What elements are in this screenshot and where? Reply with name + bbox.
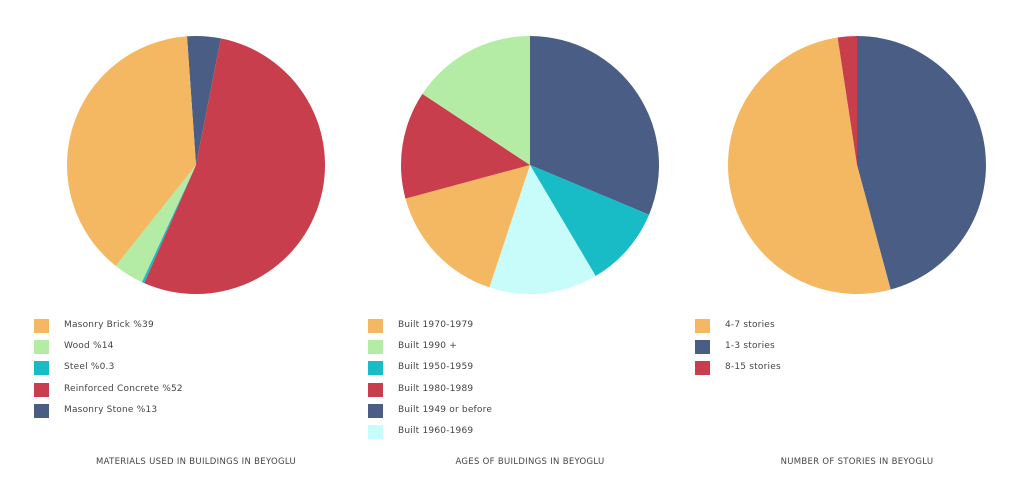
legend-ages: Built 1970-1979 Built 1990 + Built 1950-19… bbox=[368, 319, 668, 446]
legend-swatch bbox=[368, 403, 383, 418]
legend-swatch bbox=[34, 340, 49, 355]
legend-label: Built 1949 or before bbox=[398, 404, 493, 415]
chart-panel-ages: Built 1970-1979 Built 1990 + Built 1950-19… bbox=[368, 0, 680, 494]
legend-swatch bbox=[368, 382, 383, 397]
legend-swatch bbox=[368, 361, 383, 376]
legend-swatch bbox=[368, 319, 383, 333]
legend-swatch bbox=[34, 319, 49, 333]
legend-swatch bbox=[34, 403, 49, 418]
legend-label: Built 1970-1979 bbox=[398, 320, 474, 330]
pie-slice-materials-3 bbox=[115, 165, 196, 283]
legend-swatch bbox=[695, 361, 710, 376]
chart-title-materials: MATERIALS USED IN BUILDINGS IN BEYOGLU bbox=[95, 457, 296, 467]
legend-item: Built 1980-1989 bbox=[368, 382, 668, 404]
legend-label: 1-3 stories bbox=[725, 341, 775, 352]
legend-label: 8-15 stories bbox=[725, 362, 781, 373]
legend-item: Masonry Stone %13 bbox=[34, 403, 334, 425]
legend-item: Built 1970-1979 bbox=[368, 319, 668, 340]
pie-slice-stories-1 bbox=[728, 37, 891, 294]
legend-item: Built 1990 + bbox=[368, 340, 668, 361]
legend-item: 8-15 stories bbox=[695, 361, 995, 382]
legend-swatch bbox=[368, 424, 383, 439]
pie-chart-materials bbox=[66, 35, 326, 294]
legend-label: 4-7 stories bbox=[725, 320, 775, 330]
pie-slice-materials-2 bbox=[141, 165, 196, 284]
legend-label: Reinforced Concrete %52 bbox=[64, 383, 183, 394]
pie-slice-materials-4 bbox=[66, 36, 197, 266]
legend-item: 4-7 stories bbox=[695, 319, 995, 340]
pie-slice-materials-0 bbox=[187, 35, 221, 165]
legend-label: Masonry Stone %13 bbox=[64, 404, 158, 415]
legend-item: Reinforced Concrete %52 bbox=[34, 382, 334, 404]
pie-slice-stories-0 bbox=[857, 36, 986, 290]
legend-swatch bbox=[695, 340, 710, 355]
legend-label: Built 1960-1969 bbox=[398, 425, 474, 436]
legend-stories: 4-7 stories 1-3 stories 8-15 stories bbox=[695, 319, 995, 383]
pie-slice-ages-1 bbox=[530, 165, 650, 277]
chart-panel-stories: 4-7 stories 1-3 stories 8-15 stories NUMBE… bbox=[695, 0, 1007, 494]
legend-label: Built 1950-1959 bbox=[398, 362, 474, 373]
legend-swatch bbox=[34, 382, 49, 397]
legend-item: Masonry Brick %39 bbox=[34, 319, 334, 340]
legend-label: Built 1990 + bbox=[398, 341, 457, 352]
pie-slice-ages-2 bbox=[489, 165, 596, 294]
pie-chart-stories bbox=[728, 35, 986, 294]
legend-item: Built 1949 or before bbox=[368, 403, 668, 425]
legend-materials: Masonry Brick %39 Wood %14 Steel %0.3 Reinf… bbox=[34, 319, 334, 425]
chart-title-stories: NUMBER OF STORIES IN BEYOGLU bbox=[780, 457, 934, 467]
legend-label: Wood %14 bbox=[64, 341, 114, 352]
chart-panel-materials: Masonry Brick %39 Wood %14 Steel %0.3 Reinf… bbox=[34, 0, 346, 494]
legend-label: Steel %0.3 bbox=[64, 362, 115, 373]
legend-item: Steel %0.3 bbox=[34, 361, 334, 382]
pie-slice-ages-5 bbox=[422, 36, 530, 165]
pie-slice-ages-0 bbox=[530, 36, 659, 215]
pie-slice-materials-1 bbox=[144, 38, 326, 294]
legend-label: Built 1980-1989 bbox=[398, 383, 474, 394]
legend-label: Masonry Brick %39 bbox=[64, 320, 154, 330]
legend-item: Wood %14 bbox=[34, 340, 334, 361]
pie-slice-ages-4 bbox=[401, 93, 530, 199]
legend-item: 1-3 stories bbox=[695, 340, 995, 361]
pie-chart-ages bbox=[401, 36, 659, 294]
legend-item: Built 1950-1959 bbox=[368, 361, 668, 382]
legend-item: Built 1960-1969 bbox=[368, 424, 668, 446]
pie-slice-stories-2 bbox=[837, 35, 857, 165]
chart-title-ages: AGES OF BUILDINGS IN BEYOGLU bbox=[455, 457, 605, 467]
legend-swatch bbox=[34, 361, 49, 376]
legend-swatch bbox=[368, 340, 383, 355]
pie-slice-ages-3 bbox=[405, 165, 530, 288]
legend-swatch bbox=[695, 319, 710, 333]
